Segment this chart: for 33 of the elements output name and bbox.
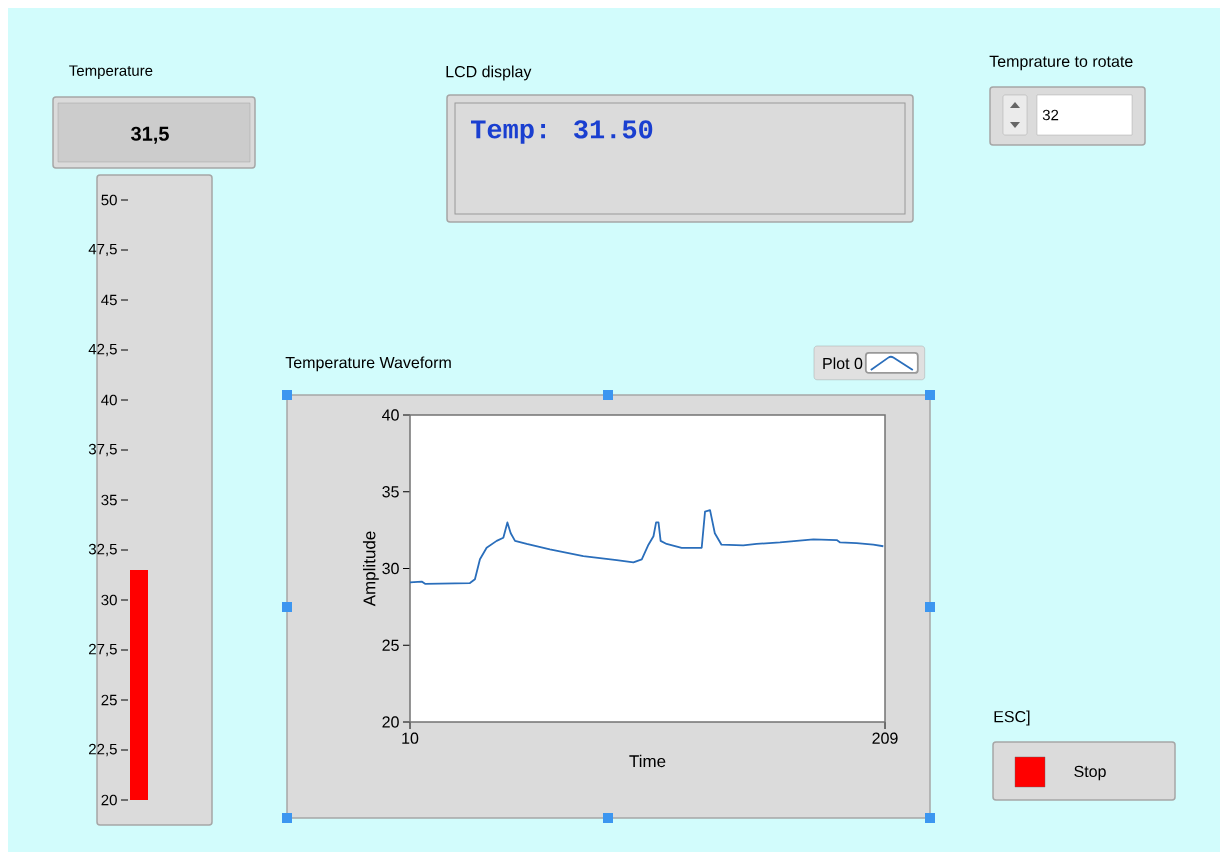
y-tick-label: 40 bbox=[382, 409, 399, 421]
text: Temp: 31.50 bbox=[471, 120, 653, 144]
chart-title: Temperature Waveform bbox=[285, 356, 451, 372]
x-tick-label: 209 bbox=[872, 732, 898, 744]
text: Temprature to rotate bbox=[989, 55, 1133, 71]
x-tick-label: 10 bbox=[402, 732, 419, 744]
text: LCD display bbox=[446, 65, 532, 81]
y-tick-label: 42,5 bbox=[88, 343, 117, 357]
legend-label: Plot 0 bbox=[823, 357, 863, 370]
chart-title: Temperature bbox=[69, 65, 153, 79]
y-tick-label: 37,5 bbox=[88, 443, 117, 457]
y-tick-label: 47,5 bbox=[88, 243, 117, 257]
x-axis-title: Time bbox=[629, 754, 666, 768]
y-tick-label: 32,5 bbox=[88, 543, 117, 557]
y-tick-label: 35 bbox=[382, 486, 399, 498]
y-tick-label: 50 bbox=[101, 194, 117, 206]
line-series bbox=[410, 509, 885, 585]
y-tick-label: 45 bbox=[101, 294, 117, 306]
y-tick-label: 27,5 bbox=[89, 643, 117, 657]
text: 32 bbox=[1042, 109, 1059, 121]
y-tick-label: 20 bbox=[101, 794, 117, 806]
y-tick-label: 30 bbox=[382, 562, 399, 575]
y-axis-title: Amplitude bbox=[362, 531, 379, 607]
text: 31,5 bbox=[130, 126, 169, 144]
y-tick-label: 25 bbox=[382, 639, 399, 651]
y-tick-label: 35 bbox=[101, 494, 117, 506]
text: Stop bbox=[1074, 765, 1106, 781]
y-tick-label: 20 bbox=[382, 716, 399, 728]
y-tick-label: 40 bbox=[101, 394, 117, 406]
text: ESC] bbox=[994, 710, 1030, 726]
y-tick-label: 25 bbox=[101, 694, 117, 706]
y-tick-label: 30 bbox=[101, 594, 117, 606]
y-tick-label: 22,5 bbox=[89, 743, 117, 757]
